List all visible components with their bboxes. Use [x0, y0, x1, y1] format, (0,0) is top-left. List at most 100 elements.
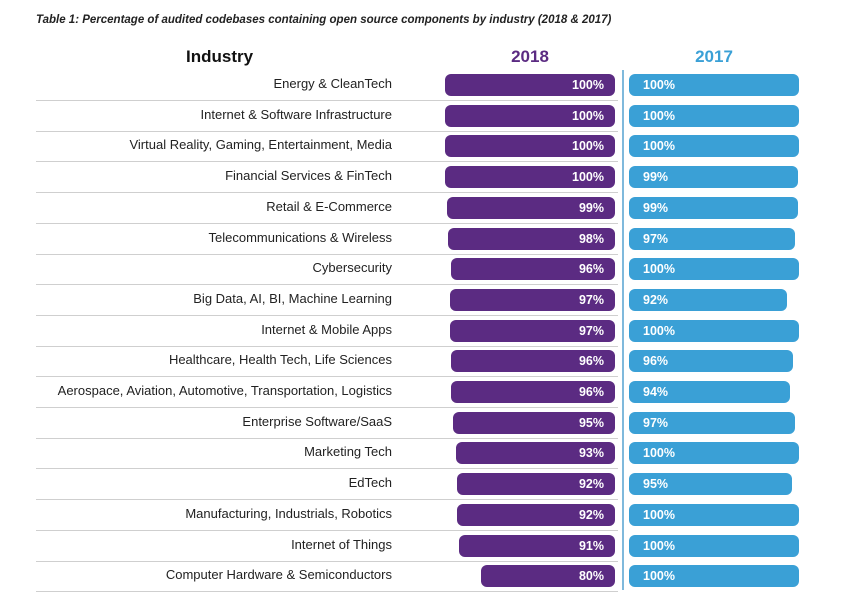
industry-label: Enterprise Software/SaaS [242, 413, 392, 429]
bar-2017-label: 100% [643, 139, 675, 154]
bar-2017-label: 97% [643, 415, 669, 430]
bar-2018-label: 96% [578, 262, 604, 277]
table-row: Big Data, AI, BI, Machine Learning 97% 92% [0, 285, 864, 316]
row-separator [36, 529, 618, 531]
bar-2017 [629, 166, 798, 189]
industry-label: Internet & Software Infrastructure [200, 106, 392, 122]
bar-2018 [445, 135, 615, 158]
bar-2017-label: 100% [643, 569, 675, 584]
row-separator [36, 560, 618, 562]
row-separator [36, 407, 618, 408]
bar-2018 [446, 196, 615, 219]
table-row: Computer Hardware & Semiconductors 80% 100… [0, 561, 864, 593]
table-row: Internet & Software Infrastructure 100% 10… [0, 101, 864, 132]
bar-2018 [451, 258, 615, 281]
bar-2017 [629, 135, 799, 158]
bar-2018 [457, 503, 615, 526]
bar-2017-label: 95% [643, 477, 669, 492]
bar-2017 [629, 227, 795, 250]
table-row: Enterprise Software/SaaS 95% 97% [0, 408, 864, 439]
bar-2017 [629, 503, 799, 526]
bar-2018-label: 100% [572, 170, 604, 185]
bar-2018-label: 97% [578, 292, 604, 307]
bar-2018-label: 96% [578, 354, 604, 369]
bar-2018 [481, 565, 615, 588]
bar-2018-label: 96% [578, 385, 604, 399]
bar-2017 [629, 381, 790, 403]
industry-label: Retail & E-Commerce [266, 198, 392, 214]
chart-title: Table 1: Percentage of audited codebases… [36, 14, 612, 26]
industry-label: Marketing Tech [304, 444, 392, 460]
row-separator [36, 376, 618, 378]
bar-2018 [451, 350, 615, 373]
row-separator [36, 192, 618, 194]
bar-2017-label: 97% [643, 231, 669, 246]
table-row: Internet of Things 91% 100% [0, 531, 864, 562]
industry-header: Industry [186, 47, 254, 66]
bar-2017-label: 100% [643, 323, 675, 338]
bar-2018-label: 92% [578, 507, 604, 522]
row-separator [36, 437, 618, 439]
bar-2017 [629, 473, 792, 496]
row-separator [36, 284, 618, 286]
bar-2018 [448, 227, 615, 250]
bar-2017 [629, 104, 799, 127]
bar-2018 [457, 473, 615, 496]
bar-2017-label: 100% [643, 78, 675, 92]
industry-label: Computer Hardware & Semiconductors [165, 567, 392, 583]
bar-2017 [629, 442, 799, 465]
row-separator [36, 468, 618, 470]
row-separator [36, 253, 618, 255]
table-row: Energy & CleanTech 100% 100% [0, 70, 864, 101]
bar-2018-label: 98% [578, 231, 604, 246]
row-separator [36, 314, 618, 316]
year-2017-header: 2017 [695, 47, 733, 66]
table-row: Aerospace, Aviation, Automotive, Transpo… [0, 377, 864, 408]
bar-2018-label: 92% [578, 477, 604, 492]
bar-2017 [629, 74, 799, 96]
table-row: Telecommunications & Wireless 98% 97% [0, 224, 864, 255]
bar-2017-label: 100% [643, 446, 675, 461]
table-row: Manufacturing, Industrials, Robotics 92% 1… [0, 500, 864, 531]
table-row: Cybersecurity 96% 100% [0, 254, 864, 286]
bar-2017-label: 94% [643, 385, 669, 399]
industry-label: Aerospace, Aviation, Automotive, Transpo… [57, 383, 392, 398]
row-separator [36, 161, 618, 163]
bar-2017-label: 92% [643, 292, 669, 307]
bar-2018-label: 97% [578, 323, 604, 338]
industry-label: Internet of Things [291, 536, 392, 552]
bar-2017 [629, 288, 787, 311]
bar-2018-label: 93% [578, 446, 604, 461]
bar-2017 [629, 565, 799, 588]
row-separator [36, 222, 618, 224]
bar-2017 [629, 534, 799, 557]
industry-label: Energy & CleanTech [273, 76, 392, 91]
bar-2017 [629, 350, 793, 373]
table-row: Financial Services & FinTech 100% 99% [0, 162, 864, 194]
bar-2018 [451, 381, 615, 403]
industry-label: Healthcare, Health Tech, Life Sciences [168, 352, 392, 368]
column-divider [622, 70, 624, 590]
table-row: Internet & Mobile Apps 97% 100% [0, 316, 864, 347]
table-row: Healthcare, Health Tech, Life Sciences 96… [0, 346, 864, 378]
bar-2017-label: 100% [643, 538, 675, 553]
row-separator [36, 591, 618, 593]
bar-2018 [449, 319, 615, 342]
bar-2018 [445, 166, 615, 189]
bar-2018-label: 91% [578, 538, 604, 553]
row-separator [36, 345, 618, 347]
bar-2018 [445, 104, 615, 127]
industry-label: Telecommunications & Wireless [208, 229, 392, 245]
bar-2017-label: 99% [643, 170, 669, 185]
row-separator [36, 499, 618, 501]
bar-2017 [629, 196, 798, 219]
bar-2018-label: 99% [578, 200, 604, 215]
industry-label: Financial Services & FinTech [225, 168, 392, 184]
bar-2017-label: 96% [643, 354, 669, 369]
table-row: Marketing Tech 93% 100% [0, 438, 864, 470]
industry-label: Virtual Reality, Gaming, Entertainment, … [129, 137, 392, 153]
bar-2018 [449, 288, 615, 311]
bar-2017-label: 100% [643, 507, 675, 522]
bar-2018-label: 100% [572, 139, 604, 154]
